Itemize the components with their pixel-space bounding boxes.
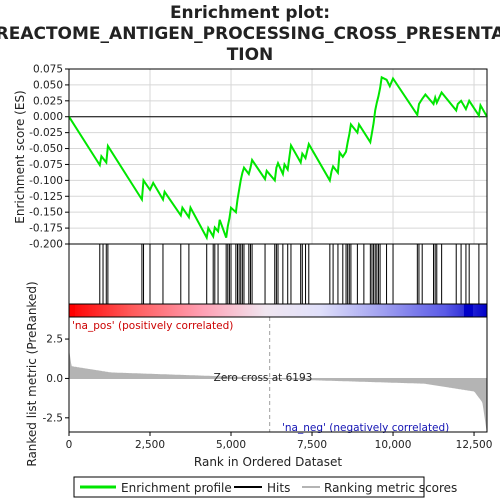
es-tick-label: 0.050 [33, 79, 63, 91]
metric-tick-label: 0.0 [46, 373, 63, 385]
zero-cross-label: Zero cross at 6193 [214, 372, 313, 384]
es-tick-label: -0.025 [29, 127, 63, 139]
x-tick-label: 7,500 [297, 439, 327, 451]
legend: Enrichment profile Hits Ranking metric s… [73, 476, 457, 498]
rank-color-bar [68, 303, 488, 318]
metric-y-ticks: 2.5 0.0 -2.5 [43, 334, 69, 424]
hits-panel [68, 243, 488, 305]
es-y-ticks: 0.075 0.050 0.025 0.000 -0.025 -0.050 -0.075 -0… [29, 64, 69, 251]
x-axis-ticks: 0 2,500 5,000 7,500 10,000 12,500 [66, 432, 493, 451]
neg-label: 'na_neg' (negatively correlated) [282, 422, 449, 434]
es-tick-label: -0.150 [29, 207, 63, 219]
es-tick-label: 0.025 [33, 95, 63, 107]
es-tick-label: 0.075 [33, 64, 63, 76]
metric-y-axis-label: Ranked list metric (PreRanked) [25, 281, 39, 466]
hit-markers [99, 244, 480, 304]
metric-panel: 2.5 0.0 -2.5 'na_pos' (positively correlat… [43, 316, 488, 434]
enrichment-profile-line [68, 75, 488, 241]
es-tick-label: -0.125 [29, 191, 63, 203]
legend-metric-label: Ranking metric scores [324, 481, 457, 495]
x-tick-label: 10,000 [375, 439, 412, 451]
pos-label: 'na_pos' (positively correlated) [72, 320, 233, 332]
x-tick-label: 2,500 [135, 439, 165, 451]
es-panel: 0.075 0.050 0.025 0.000 -0.025 -0.050 -0.075 -0… [29, 64, 488, 251]
title-line-1: Enrichment plot: [170, 3, 330, 23]
es-y-axis-label: Enrichment score (ES) [13, 90, 27, 223]
metric-panel-frame [68, 316, 488, 433]
x-axis-label: Rank in Ordered Dataset [194, 455, 342, 469]
title-line-2: REACTOME_ANTIGEN_PROCESSING_CROSS_PRESEN… [0, 24, 500, 44]
es-tick-label: 0.000 [33, 111, 63, 123]
legend-hits-label: Hits [267, 481, 290, 495]
es-tick-label: -0.050 [29, 143, 63, 155]
legend-profile-label: Enrichment profile [121, 481, 232, 495]
metric-tick-label: 2.5 [46, 334, 63, 346]
es-tick-label: -0.075 [29, 159, 63, 171]
metric-tick-label: -2.5 [43, 412, 64, 424]
x-tick-label: 0 [66, 439, 73, 451]
es-tick-label: -0.175 [29, 223, 63, 235]
es-tick-label: -0.200 [29, 239, 63, 251]
x-tick-label: 12,500 [456, 439, 493, 451]
title-line-3: TION [227, 45, 274, 65]
x-tick-label: 5,000 [216, 439, 246, 451]
es-tick-label: -0.100 [29, 175, 63, 187]
ranking-metric-area [68, 352, 488, 431]
